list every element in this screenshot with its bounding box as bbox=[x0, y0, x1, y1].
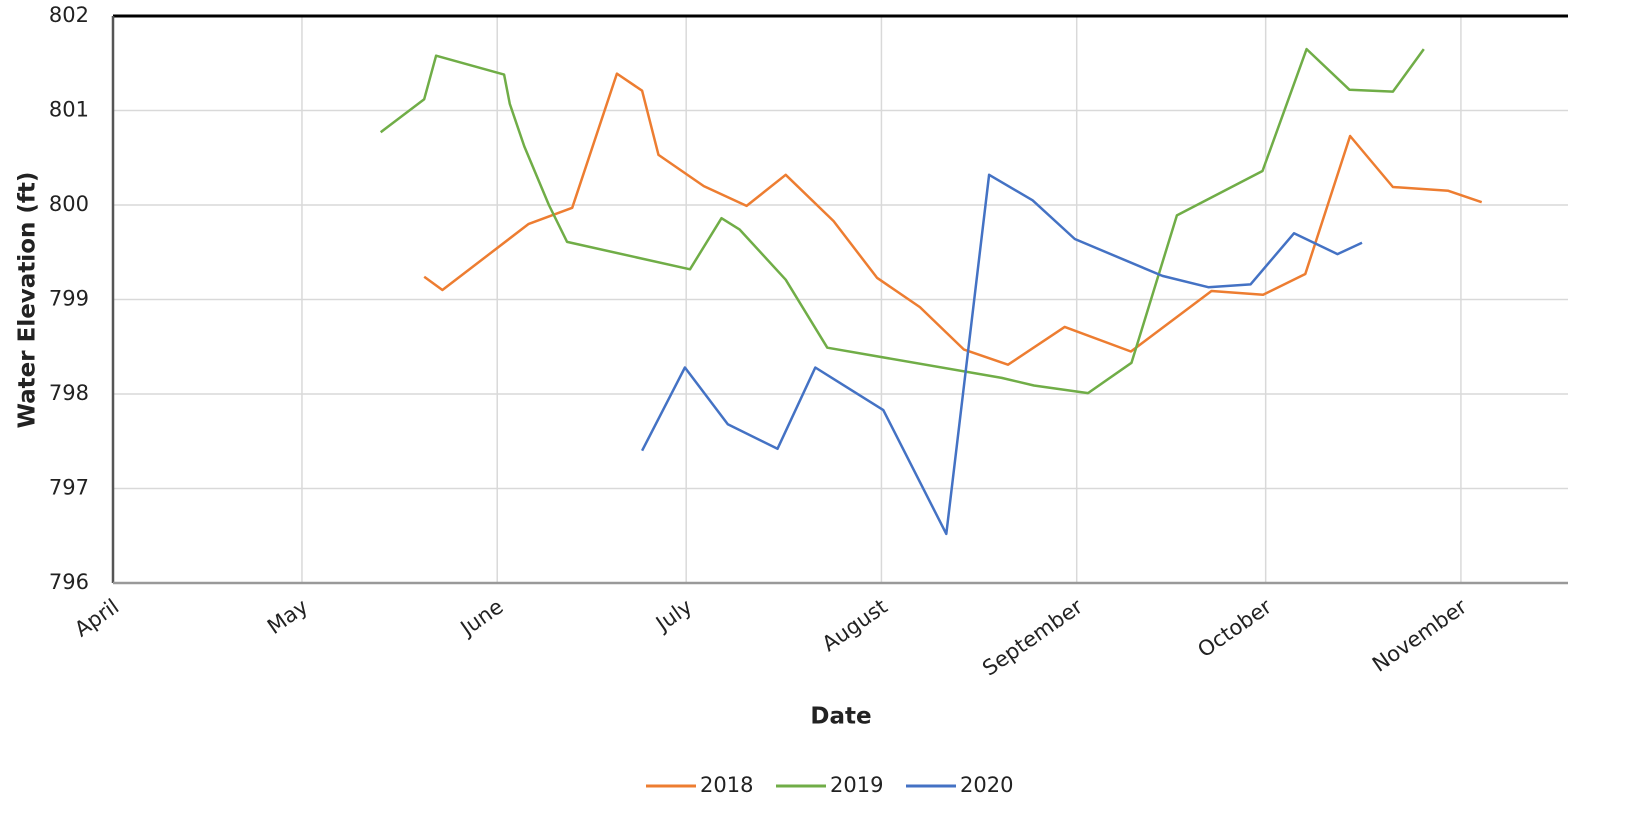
legend-label: 2020 bbox=[960, 773, 1013, 797]
y-tick-label: 796 bbox=[49, 570, 89, 594]
x-axis-title: Date bbox=[810, 704, 871, 730]
y-tick-label: 801 bbox=[49, 98, 89, 122]
x-tick-label: September bbox=[978, 594, 1087, 680]
data-line bbox=[379, 47, 1425, 395]
y-tick-label: 797 bbox=[49, 476, 89, 500]
y-axis-title: Water Elevation (ft) bbox=[15, 172, 41, 429]
y-tick-label: 799 bbox=[49, 287, 89, 311]
data-line bbox=[423, 72, 1483, 366]
y-tick-label: 802 bbox=[49, 3, 89, 27]
x-tick-label: August bbox=[818, 594, 892, 656]
x-tick-label: April bbox=[70, 594, 123, 641]
legend-label: 2019 bbox=[830, 773, 883, 797]
x-tick-label: May bbox=[263, 594, 312, 639]
data-line bbox=[640, 173, 1363, 536]
x-tick-label: June bbox=[455, 594, 508, 641]
y-tick-label: 798 bbox=[49, 381, 89, 405]
x-tick-label: October bbox=[1193, 594, 1276, 662]
x-tick-label: July bbox=[650, 594, 696, 636]
legend-label: 2018 bbox=[700, 773, 753, 797]
y-tick-label: 800 bbox=[49, 192, 89, 216]
x-tick-label: November bbox=[1368, 594, 1472, 677]
